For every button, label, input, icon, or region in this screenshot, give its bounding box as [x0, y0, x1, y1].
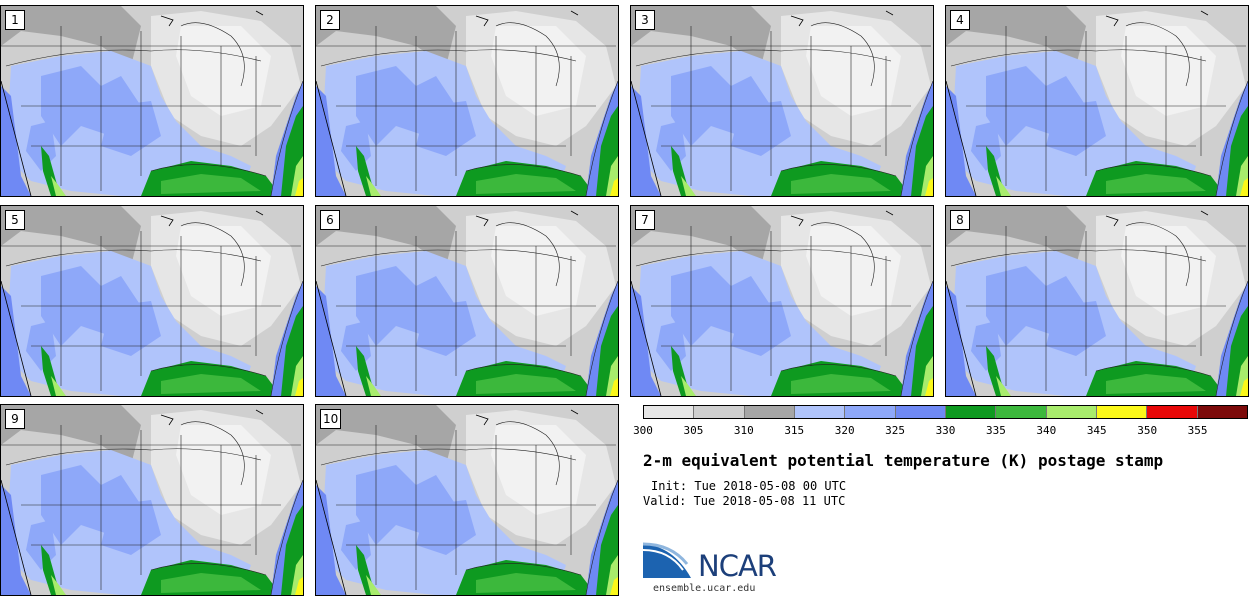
temperature-map: [316, 6, 618, 196]
temperature-map: [316, 206, 618, 396]
ensemble-panel-5: 5: [0, 205, 304, 397]
ensemble-panel-9: 9: [0, 404, 304, 596]
ensemble-panel-4: 4: [945, 5, 1249, 197]
member-number: 2: [320, 10, 340, 30]
color-scale-tick-label: 320: [834, 424, 855, 437]
color-scale-tick-label: 325: [885, 424, 906, 437]
member-number: 4: [950, 10, 970, 30]
member-number: 3: [635, 10, 655, 30]
member-number: 6: [320, 210, 340, 230]
ensemble-panel-8: 8: [945, 205, 1249, 397]
color-scale-segment: [1147, 406, 1198, 418]
color-scale-tick-label: 300: [633, 424, 653, 437]
color-scale-segment: [644, 406, 695, 418]
color-scale-segment: [996, 406, 1047, 418]
temperature-map: [316, 405, 618, 595]
color-scale-tick-label: 340: [1036, 424, 1057, 437]
color-scale-segment: [945, 406, 997, 418]
ensemble-panel-3: 3: [630, 5, 934, 197]
color-scale-segment: [744, 406, 795, 418]
color-scale-segment: [1046, 406, 1097, 418]
color-scale-tick-label: 345: [1086, 424, 1107, 437]
color-scale-segment: [694, 406, 745, 418]
color-scale-tick-label: 350: [1137, 424, 1158, 437]
member-number: 5: [5, 210, 25, 230]
ensemble-panel-1: 1: [0, 5, 304, 197]
member-number: 9: [5, 409, 25, 429]
temperature-map: [946, 6, 1248, 196]
color-scale-tick-label: 335: [985, 424, 1006, 437]
member-number: 1: [5, 10, 25, 30]
color-scale-tick-label: 355: [1187, 424, 1208, 437]
plot-title: 2-m equivalent potential temperature (K)…: [643, 451, 1164, 470]
ensemble-panel-7: 7: [630, 205, 934, 397]
color-scale-segment: [1096, 406, 1148, 418]
valid-time: Valid: Tue 2018-05-08 11 UTC: [643, 494, 846, 508]
source-url: ensemble.ucar.edu: [653, 583, 756, 594]
color-scale-tick-label: 305: [683, 424, 704, 437]
temperature-map: [946, 206, 1248, 396]
member-number: 10: [320, 409, 342, 429]
member-number: 7: [635, 210, 655, 230]
temperature-map: [631, 206, 933, 396]
ncar-logo-icon: [643, 542, 691, 578]
color-scale-segment: [794, 406, 846, 418]
color-scale-segment: [1197, 406, 1247, 418]
color-scale-tick-label: 310: [733, 424, 754, 437]
init-time: Init: Tue 2018-05-08 00 UTC: [651, 479, 847, 493]
ensemble-panel-10: 10: [315, 404, 619, 596]
color-scale-tick-label: 330: [935, 424, 956, 437]
temperature-map: [631, 6, 933, 196]
temperature-map: [1, 206, 303, 396]
color-scale-segment: [895, 406, 946, 418]
color-scale-bar: [643, 405, 1248, 419]
color-scale-segment: [845, 406, 896, 418]
temperature-map: [1, 405, 303, 595]
ensemble-panel-6: 6: [315, 205, 619, 397]
temperature-map: [1, 6, 303, 196]
ensemble-panel-2: 2: [315, 5, 619, 197]
color-scale-tick-label: 315: [784, 424, 805, 437]
ncar-logo-text: NCAR: [698, 549, 777, 583]
member-number: 8: [950, 210, 970, 230]
